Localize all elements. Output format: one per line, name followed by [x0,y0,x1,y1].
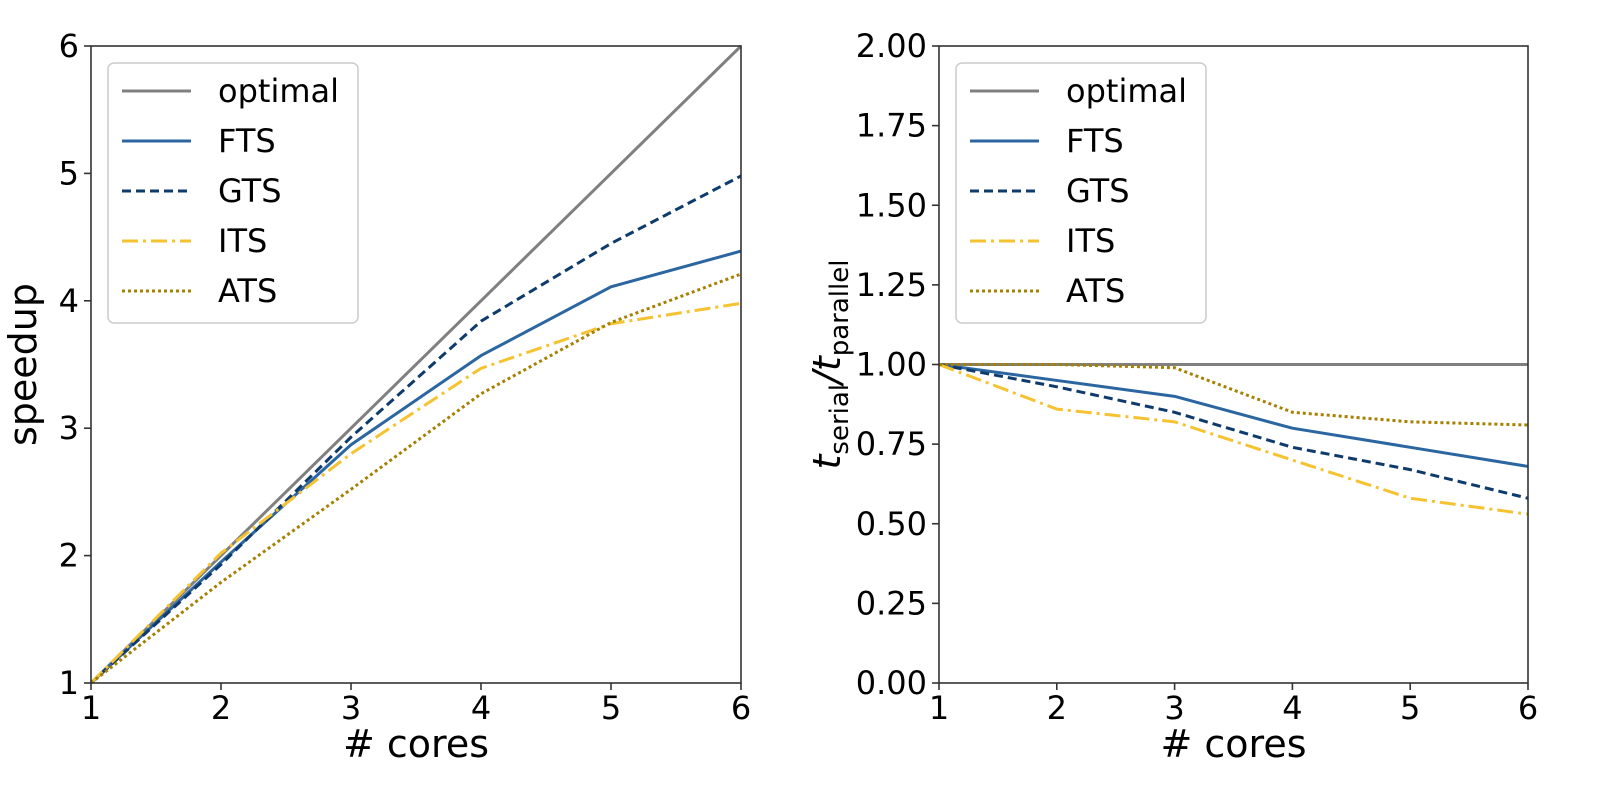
speedup-chart: 1 2 3 4 5 6 1 2 3 4 5 6 # cores speedup optimal FTS G… [1,27,751,766]
series-line-gts [938,363,1529,500]
time-ratio-legend: optimal FTS GTS ITS ATS [955,62,1207,324]
legend-label-its: ITS [1066,222,1115,260]
legend-label-gts: GTS [218,172,282,210]
series-line-ats [90,272,742,685]
time-ratio-ticks: 1 2 3 4 5 6 0.00 0.25 0.50 0.75 1.00 1.25 1.50 1.75 2.… [856,27,1538,727]
y-tick-label: 1.25 [856,266,927,304]
y-tick-label: 4 [59,282,79,320]
x-tick-label: 4 [1282,689,1302,727]
x-tick-label: 6 [731,689,751,727]
x-tick-label: 1 [929,689,949,727]
x-tick-label: 2 [211,689,231,727]
time-ratio-x-axis-label: # cores [1160,722,1306,766]
y-tick-label: 6 [59,27,79,65]
ylabel-sub-serial: serial [825,384,855,455]
ylabel-t-serial: t [805,452,849,469]
y-tick-label: 5 [59,154,79,192]
x-tick-label: 3 [1164,689,1184,727]
series-line-optimal [89,44,743,685]
speedup-y-axis-label: speedup [1,283,45,446]
legend-box [955,62,1207,324]
x-tick-label: 5 [601,689,621,727]
series-line-gts [89,174,742,685]
y-tick-label: 0.00 [856,664,927,702]
legend-label-fts: FTS [218,122,276,160]
y-tick-label: 3 [59,409,79,447]
legend-label-gts: GTS [1066,172,1130,210]
y-tick-label: 1.00 [856,346,927,384]
series-line-its [938,363,1529,516]
speedup-x-axis-label: # cores [343,722,489,766]
x-tick-label: 2 [1047,689,1067,727]
y-tick-label: 0.75 [856,425,927,463]
legend-label-optimal: optimal [1066,72,1187,110]
ylabel-sub-parallel: parallel [825,260,855,357]
y-tick-label: 1.50 [856,186,927,224]
y-tick-label: 0.50 [856,505,927,543]
series-line-ats [939,363,1529,427]
speedup-plot-frame [90,45,742,684]
time-ratio-y-axis-label: tserial/tparallel [805,260,855,470]
y-tick-label: 0.25 [856,584,927,622]
series-line-fts [89,249,742,685]
time-ratio-chart: 1 2 3 4 5 6 0.00 0.25 0.50 0.75 1.00 1.25 1.50 1.75 2.… [805,27,1538,766]
legend-label-optimal: optimal [218,72,339,110]
ylabel-slash-t: /t [805,354,849,387]
time-ratio-series [938,363,1529,516]
legend-label-ats: ATS [1066,272,1125,310]
series-line-fts [938,363,1529,468]
legend-label-fts: FTS [1066,122,1124,160]
y-tick-label: 2.00 [856,27,927,65]
legend-label-ats: ATS [218,272,277,310]
series-line-its [89,301,742,685]
x-tick-label: 3 [341,689,361,727]
speedup-legend: optimal FTS GTS ITS ATS [107,62,359,324]
legend-label-its: ITS [218,222,267,260]
x-tick-label: 6 [1518,689,1538,727]
y-tick-label: 1 [59,664,79,702]
speedup-ticks: 1 2 3 4 5 6 1 2 3 4 5 6 [59,27,752,727]
speedup-series [89,44,743,685]
y-tick-label: 1.75 [856,107,927,145]
x-tick-label: 5 [1400,689,1420,727]
legend-box [107,62,359,324]
x-tick-label: 1 [81,689,101,727]
x-tick-label: 4 [471,689,491,727]
y-tick-label: 2 [59,537,79,575]
